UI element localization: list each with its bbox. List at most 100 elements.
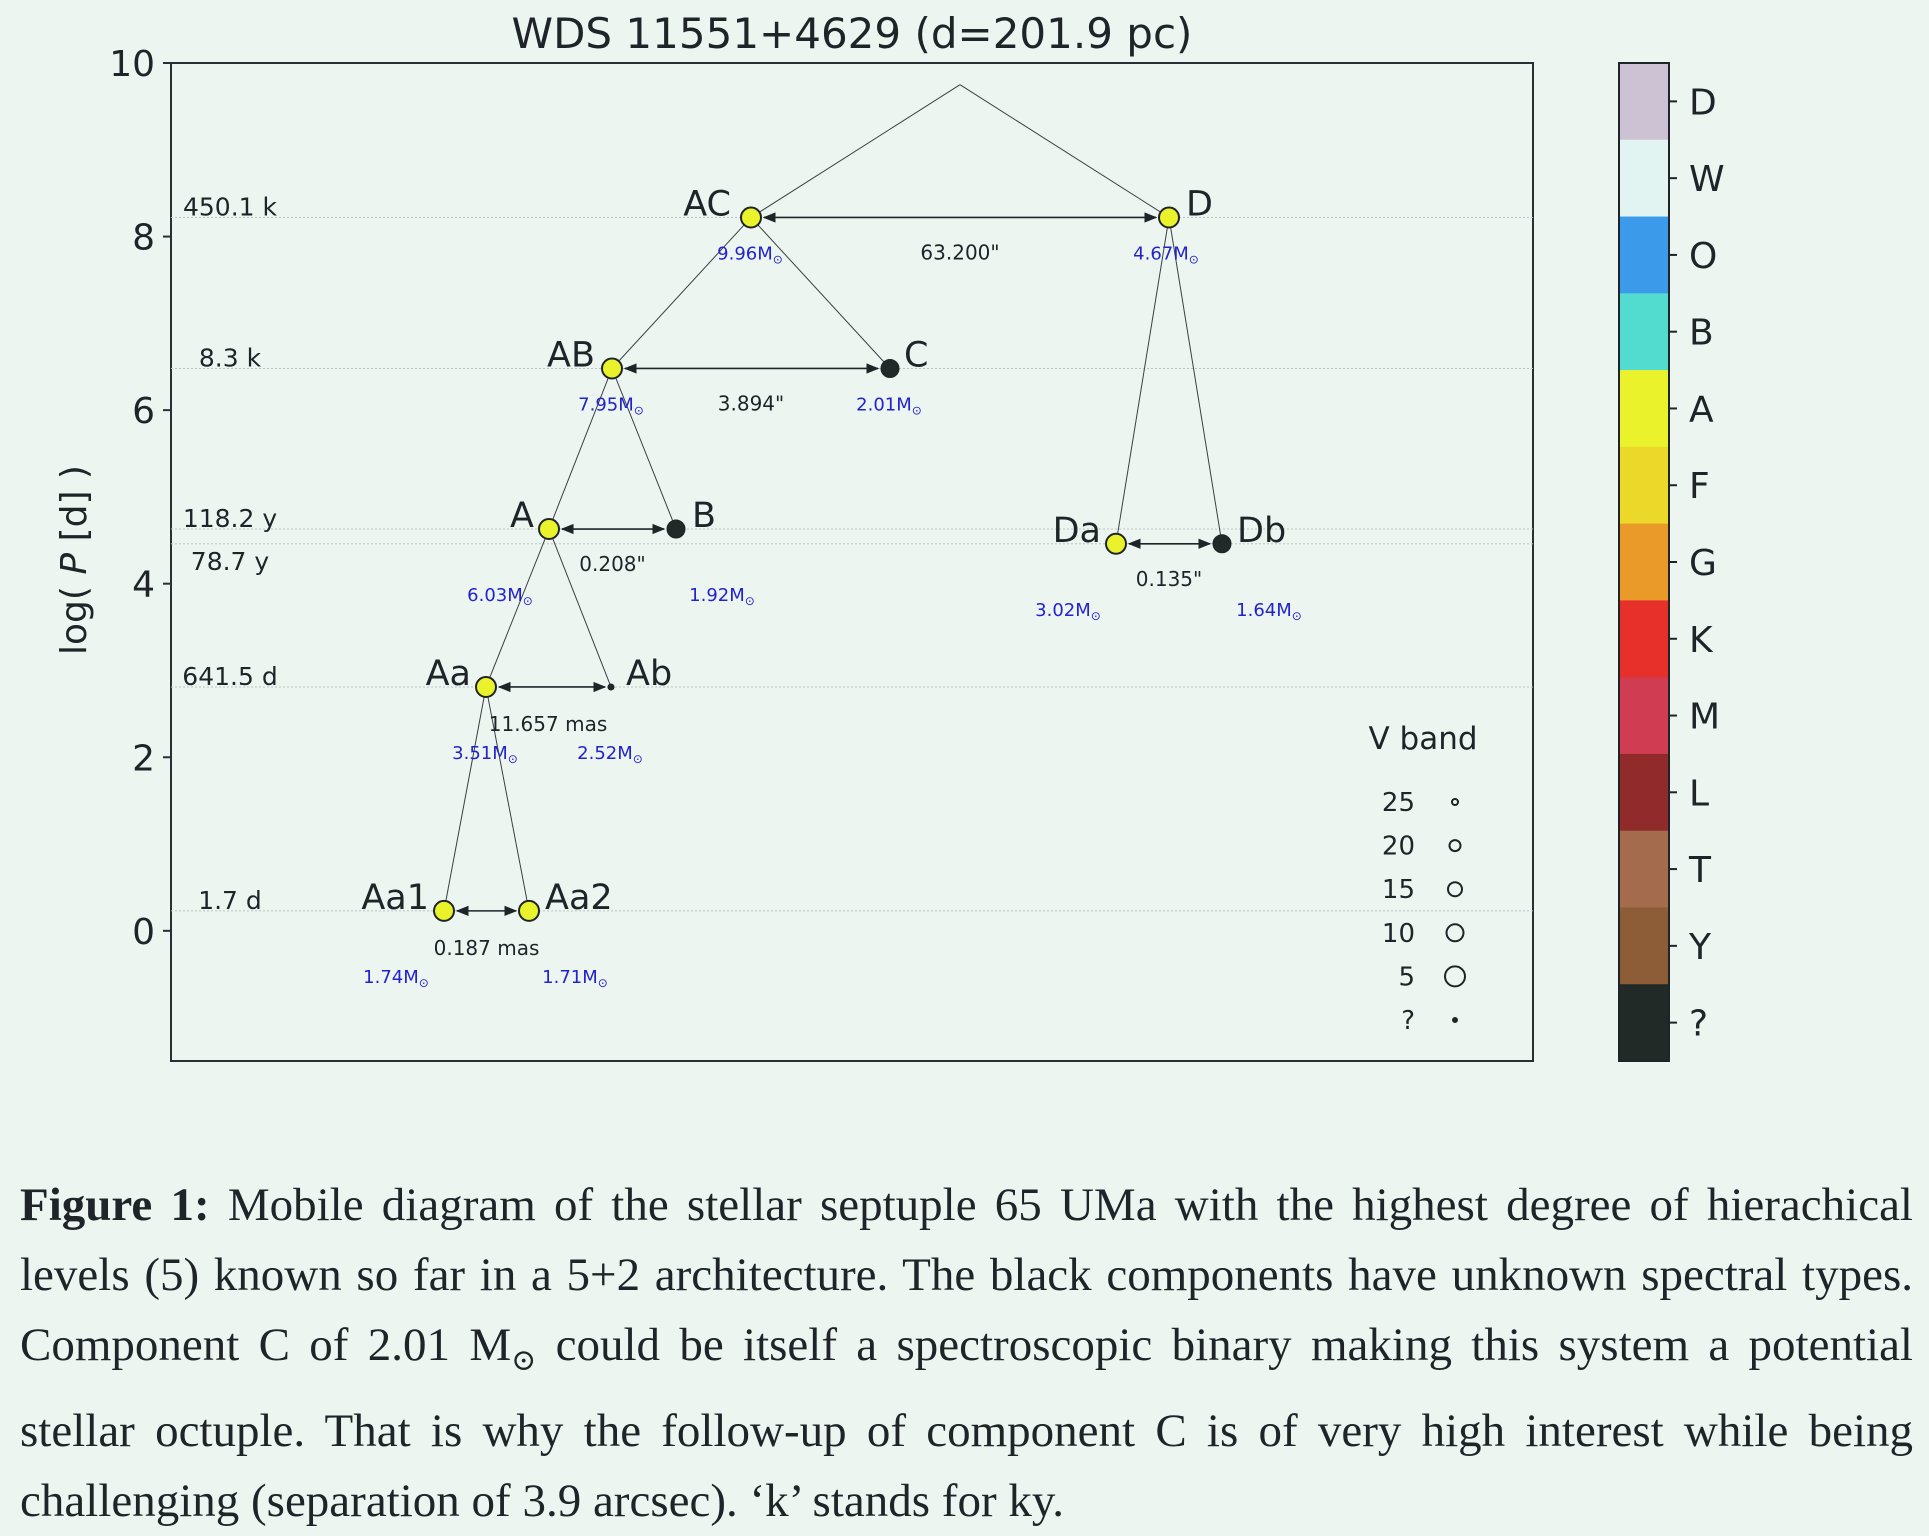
- colorbar-segment: [1619, 830, 1669, 908]
- y-axis-label-var: P: [54, 553, 95, 575]
- separation-arrows: 63.200" 3.894" 0.208" 0.135" 11.657 mas 0.187…: [434, 212, 1212, 960]
- y-tick-label: 2: [132, 738, 155, 779]
- hierarchy-link: [485, 528, 550, 688]
- mass-value: 1.74M: [363, 967, 419, 988]
- sun-symbol: ⊙: [745, 594, 755, 608]
- caption-text-part1: Mobile diagram of the stellar septuple 6…: [20, 1179, 1913, 1371]
- sun-symbol: ⊙: [773, 252, 783, 266]
- component-name: Db: [1237, 511, 1286, 551]
- star-marker-aa: [475, 675, 497, 698]
- y-tick-label: 8: [132, 218, 155, 259]
- colorbar-segment: [1619, 984, 1669, 1062]
- star-marker-da: [1105, 532, 1127, 555]
- colorbar-label: K: [1689, 620, 1714, 661]
- component-mass: 2.52M⊙: [577, 743, 643, 766]
- separation-label: 0.208": [579, 552, 645, 576]
- separation-label: 0.187 mas: [434, 936, 540, 960]
- component-mass: 9.96M⊙: [717, 243, 783, 266]
- plot-title: WDS 11551+4629 (d=201.9 pc): [512, 9, 1193, 58]
- plot-frame: [170, 62, 1534, 1062]
- colorbar-segment: [1619, 216, 1669, 294]
- star-marker-ab: [601, 357, 623, 380]
- colorbar-segment: [1619, 907, 1669, 985]
- y-tick-label: 4: [132, 565, 155, 606]
- mobile-diagram-figure: WDS 11551+4629 (d=201.9 pc) log( P [d] )…: [54, 9, 1725, 1062]
- period-label: 118.2 y: [183, 504, 278, 533]
- legend-entry-label: 15: [1382, 875, 1415, 905]
- y-tick-label: 6: [132, 391, 155, 432]
- colorbar-frame: [1618, 62, 1670, 1062]
- hierarchy-link: [611, 217, 752, 369]
- y-tick-label: 10: [109, 44, 155, 85]
- component-name: AB: [547, 335, 595, 375]
- component-name: C: [904, 335, 928, 375]
- colorbar-segment: [1619, 753, 1669, 832]
- hierarchy-link: [443, 686, 487, 911]
- mass-value: 9.96M: [717, 243, 773, 264]
- component-mass: 3.51M⊙: [452, 743, 518, 766]
- component-name: Da: [1053, 511, 1101, 551]
- mass-value: 2.01M: [856, 394, 912, 415]
- star-marker-aa1: [433, 899, 455, 922]
- star-marker-ab: [607, 683, 615, 691]
- sun-symbol: ⊙: [419, 976, 429, 990]
- hierarchy-link: [548, 368, 613, 530]
- v-band-legend: V band 25 20 15 10 5?: [1368, 721, 1477, 1036]
- component-mass: 2.01M⊙: [856, 394, 922, 417]
- colorbar-label: ?: [1689, 1004, 1708, 1045]
- period-label: 641.5 d: [182, 662, 277, 691]
- colorbar-label: Y: [1688, 927, 1712, 968]
- hierarchy-link: [750, 84, 961, 218]
- component-name: AC: [683, 184, 731, 224]
- mass-value: 3.02M: [1035, 600, 1091, 621]
- component-name: Aa2: [545, 878, 613, 918]
- star-marker-db: [1212, 534, 1232, 554]
- period-label: 450.1 k: [183, 192, 278, 221]
- sun-symbol: ⊙: [598, 976, 608, 990]
- legend-entry-marker: [1452, 1017, 1458, 1023]
- star-marker-aa2: [518, 899, 540, 922]
- component-mass: 1.74M⊙: [363, 967, 429, 990]
- mass-value: 3.51M: [452, 743, 508, 764]
- sun-symbol: ⊙: [511, 1344, 537, 1377]
- legend-entry-marker: [1445, 923, 1465, 943]
- sun-symbol: ⊙: [633, 752, 643, 766]
- y-tick-label: 0: [132, 912, 155, 953]
- component-mass: 1.92M⊙: [689, 585, 755, 608]
- colorbar-segment: [1619, 446, 1669, 525]
- legend-entry-label: 5: [1398, 962, 1415, 992]
- colorbar-segment: [1619, 600, 1669, 678]
- component-name: Ab: [626, 654, 672, 694]
- hierarchy-link: [959, 84, 1170, 218]
- colorbar-label: M: [1689, 697, 1720, 738]
- legend-entry-label: 20: [1382, 832, 1415, 862]
- colorbar-label: L: [1689, 773, 1709, 814]
- mass-value: 1.92M: [689, 585, 745, 606]
- sun-symbol: ⊙: [1292, 609, 1302, 623]
- hierarchy-link: [611, 368, 677, 530]
- y-axis-ticks: 0 2 4 6 8 10: [109, 44, 171, 953]
- mass-value: 7.95M: [578, 394, 634, 415]
- star-marker-a: [538, 518, 560, 541]
- y-axis-label: log( P [d] ): [54, 465, 95, 655]
- colorbar-label: B: [1689, 313, 1714, 354]
- colorbar-segment: [1619, 293, 1669, 371]
- caption-label: Figure 1:: [20, 1179, 210, 1231]
- star-marker-c: [880, 358, 900, 378]
- mobile-diagram-svg: WDS 11551+4629 (d=201.9 pc) log( P [d] )…: [54, 9, 1725, 1062]
- y-axis-label-suffix: [d] ): [54, 465, 95, 553]
- component-name: Aa: [426, 654, 471, 694]
- sun-symbol: ⊙: [523, 594, 533, 608]
- star-marker-b: [666, 519, 686, 539]
- sun-symbol: ⊙: [912, 403, 922, 417]
- legend-entry-label: 25: [1382, 788, 1415, 818]
- legend-entry-marker: [1447, 881, 1463, 898]
- legend-entry-marker: [1448, 839, 1462, 853]
- hierarchy-link: [1115, 217, 1170, 544]
- hierarchy-links: [443, 84, 1223, 911]
- separation-label: 63.200": [920, 240, 999, 264]
- mass-value: 1.64M: [1236, 600, 1292, 621]
- legend-entry-label: ?: [1401, 1006, 1415, 1036]
- colorbar-label: T: [1688, 850, 1712, 891]
